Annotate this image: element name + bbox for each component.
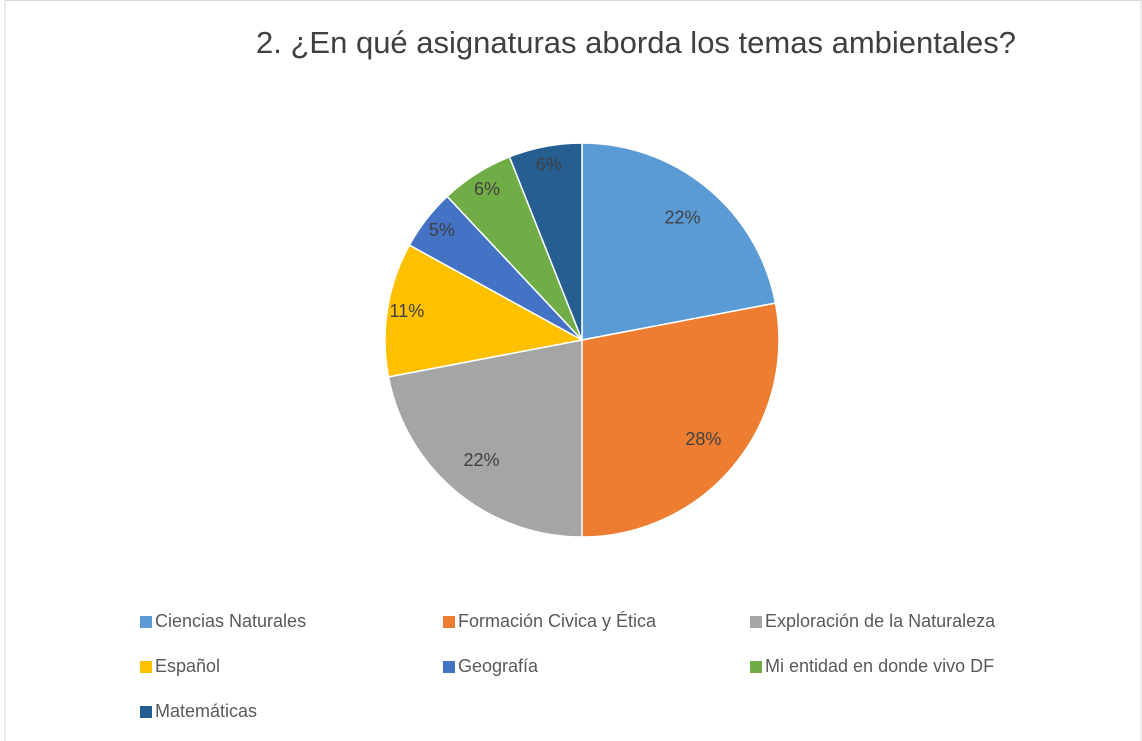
legend-label: Exploración de la Naturaleza: [765, 611, 996, 631]
pie-slice: [387, 339, 583, 538]
legend-label: Ciencias Naturales: [155, 611, 306, 631]
legend-label: Mi entidad en donde vivo DF: [765, 656, 994, 676]
legend-swatch: [140, 706, 152, 718]
legend-label: Español: [155, 656, 220, 676]
legend-label: Formación Civica y Ética: [458, 611, 657, 631]
data-label: 22%: [664, 207, 700, 227]
legend-swatch: [140, 616, 152, 628]
legend-swatch: [443, 661, 455, 673]
data-label: 11%: [390, 301, 425, 321]
data-label: 28%: [685, 429, 721, 449]
legend-swatch: [750, 616, 762, 628]
pie-slice: [384, 244, 585, 378]
data-label: 5%: [429, 220, 455, 240]
pie-slice: [508, 142, 583, 341]
pie-slice: [581, 142, 777, 341]
pie-slice: [581, 302, 780, 538]
data-label: 22%: [464, 450, 500, 470]
legend-swatch: [443, 616, 455, 628]
chart-title: 2. ¿En qué asignaturas aborda los temas …: [256, 25, 1016, 60]
legend-label: Geografía: [458, 656, 539, 676]
legend-swatch: [140, 661, 152, 673]
legend-swatch: [750, 661, 762, 673]
legend-label: Matemáticas: [155, 701, 257, 721]
data-label: 6%: [536, 155, 562, 175]
data-label: 6%: [474, 179, 500, 199]
